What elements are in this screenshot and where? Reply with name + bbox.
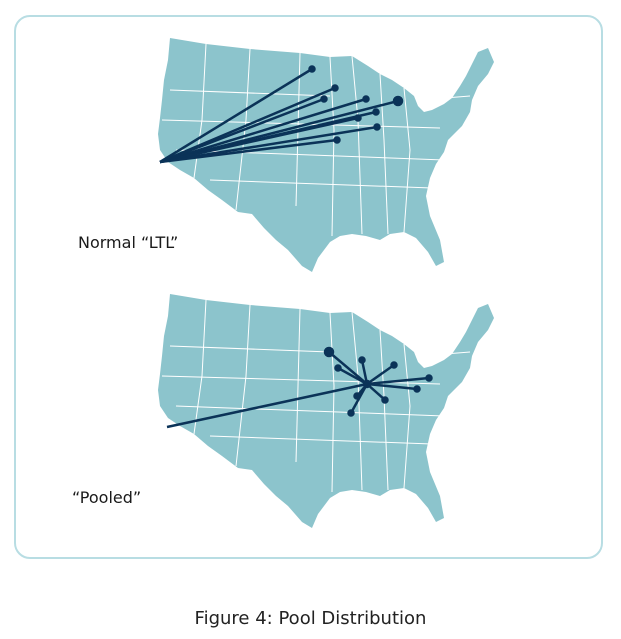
ltl-routes [159, 65, 404, 164]
figure-caption: Figure 4: Pool Distribution [194, 608, 427, 629]
map-pooled [158, 294, 494, 528]
map-normal-ltl [158, 38, 494, 272]
label-pooled: “Pooled” [72, 488, 142, 507]
pooled-routes [166, 346, 433, 429]
label-normal-ltl: Normal “LTL” [78, 233, 179, 252]
us-map-shape [158, 294, 494, 528]
